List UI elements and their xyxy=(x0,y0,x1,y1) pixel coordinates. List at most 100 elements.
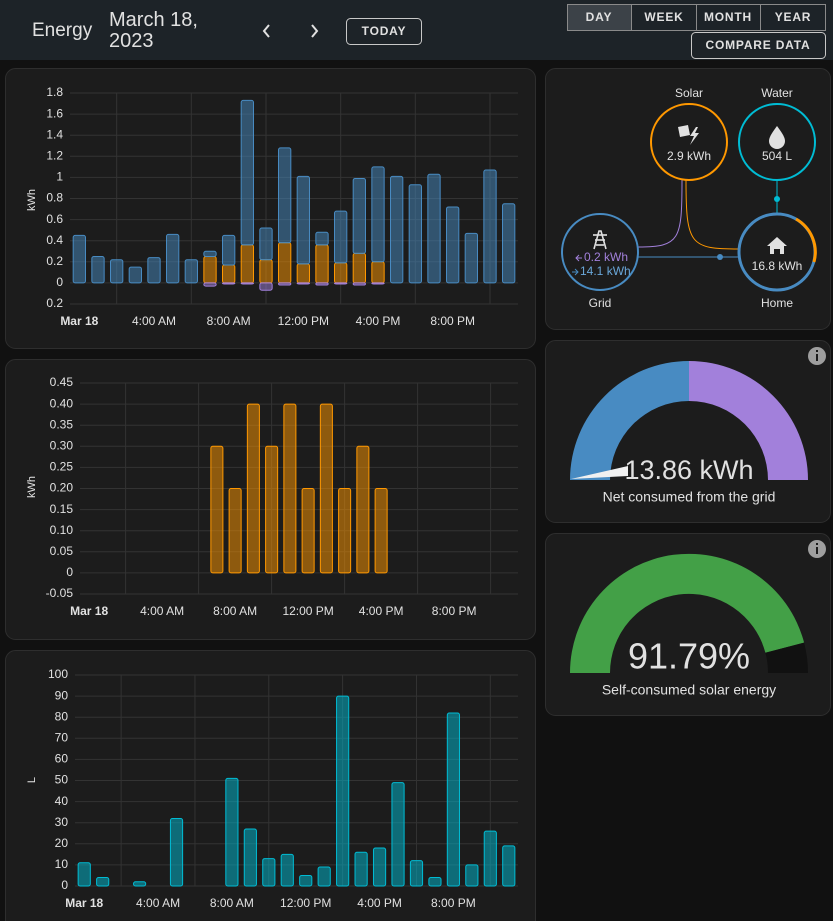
bar xyxy=(336,695,350,887)
y-tick-label: 0.35 xyxy=(50,417,74,431)
bar xyxy=(133,881,147,887)
y-axis-label: kWh xyxy=(26,189,38,211)
gauge-name: Self-consumed solar energy xyxy=(602,682,776,698)
bar xyxy=(315,244,329,284)
y-tick-label: 50 xyxy=(55,773,69,787)
bar xyxy=(96,877,110,887)
today-button[interactable] xyxy=(346,18,422,45)
period-label: DAY xyxy=(586,10,613,24)
node-value: 2.9 kWh xyxy=(667,149,711,163)
bar xyxy=(147,257,161,284)
y-tick-label: 1.4 xyxy=(46,127,63,141)
bar xyxy=(280,853,294,887)
bar xyxy=(278,282,292,286)
bar xyxy=(72,234,86,284)
gauge-name: Net consumed from the grid xyxy=(603,489,776,505)
period-label: WEEK xyxy=(644,10,683,24)
bar xyxy=(210,445,224,574)
period-day[interactable] xyxy=(567,4,632,31)
period-year[interactable] xyxy=(760,4,826,31)
bar xyxy=(334,262,348,284)
y-tick-label: 0 xyxy=(66,565,73,579)
node-label: Water xyxy=(761,86,793,100)
grid-node xyxy=(561,213,639,291)
y-tick-label: 30 xyxy=(55,815,69,829)
y-axis-label: L xyxy=(26,777,38,783)
bar xyxy=(278,242,292,284)
bar xyxy=(315,231,329,246)
bar xyxy=(169,817,184,887)
x-tick-label: 8:00 PM xyxy=(432,604,477,618)
bar xyxy=(409,860,424,887)
bar xyxy=(240,99,254,246)
bar xyxy=(408,184,422,284)
compare-label: COMPARE DATA xyxy=(706,38,811,52)
bar xyxy=(278,147,292,244)
y-tick-label: 70 xyxy=(55,730,69,744)
bar xyxy=(243,828,257,887)
y-tick-label: 20 xyxy=(55,836,69,850)
y-tick-label: 0.4 xyxy=(46,233,63,247)
return-arrow xyxy=(575,254,582,262)
node-value: 16.8 kWh xyxy=(752,259,803,273)
bar xyxy=(222,282,236,285)
bar xyxy=(317,866,331,887)
x-tick-label: 4:00 PM xyxy=(357,896,402,910)
y-tick-label: -0.05 xyxy=(46,586,74,600)
bar xyxy=(446,712,460,887)
grid-returned: 0.2 kWh xyxy=(584,250,628,264)
node-value: 504 L xyxy=(762,149,792,163)
bar xyxy=(428,877,442,887)
bar xyxy=(184,259,198,284)
bar xyxy=(246,403,260,574)
bar xyxy=(240,244,254,284)
x-tick-label: 8:00 PM xyxy=(430,314,475,328)
bar xyxy=(259,282,273,291)
info-icon-stem xyxy=(816,547,818,554)
bar xyxy=(315,282,329,286)
bar xyxy=(371,166,385,263)
y-tick-label: 0.05 xyxy=(50,544,74,558)
info-icon-dot xyxy=(816,543,818,545)
bar xyxy=(166,233,180,284)
bar xyxy=(352,252,366,284)
x-tick-label: Mar 18 xyxy=(60,314,98,328)
bar xyxy=(502,203,516,284)
bar xyxy=(222,234,236,266)
x-tick-label: 12:00 PM xyxy=(280,896,331,910)
bar xyxy=(390,175,404,284)
x-tick-label: Mar 18 xyxy=(65,896,103,910)
node-label: Grid xyxy=(589,296,612,310)
header-date: March 18, 2023 xyxy=(109,9,198,52)
bar xyxy=(483,169,497,284)
x-tick-label: 8:00 PM xyxy=(431,896,476,910)
x-tick-label: 12:00 PM xyxy=(278,314,329,328)
x-tick-label: 8:00 AM xyxy=(207,314,251,328)
flow-solar-home xyxy=(685,179,740,250)
compare-button[interactable] xyxy=(691,32,826,59)
info-icon-dot xyxy=(816,350,818,352)
gauge-arc xyxy=(569,553,805,673)
y-tick-label: 0 xyxy=(56,275,63,289)
bar xyxy=(225,777,239,887)
y-tick-label: 0.20 xyxy=(50,481,74,495)
gauge-rest xyxy=(765,642,809,673)
bar xyxy=(464,232,478,284)
y-tick-label: 0.2 xyxy=(46,254,63,268)
y-tick-label: 40 xyxy=(55,794,69,808)
bar xyxy=(203,250,217,258)
home-icon xyxy=(767,237,787,254)
y-tick-label: 0.15 xyxy=(50,502,74,516)
water-icon xyxy=(769,126,785,149)
x-tick-label: 4:00 AM xyxy=(140,604,184,618)
bar xyxy=(356,445,370,574)
bar xyxy=(262,858,276,887)
gauge-needle xyxy=(571,466,628,479)
previous-button[interactable] xyxy=(262,24,270,38)
y-tick-label: 90 xyxy=(55,688,69,702)
bar xyxy=(296,175,310,265)
y-tick-label: 0.25 xyxy=(50,460,74,474)
next-button[interactable] xyxy=(311,24,319,38)
